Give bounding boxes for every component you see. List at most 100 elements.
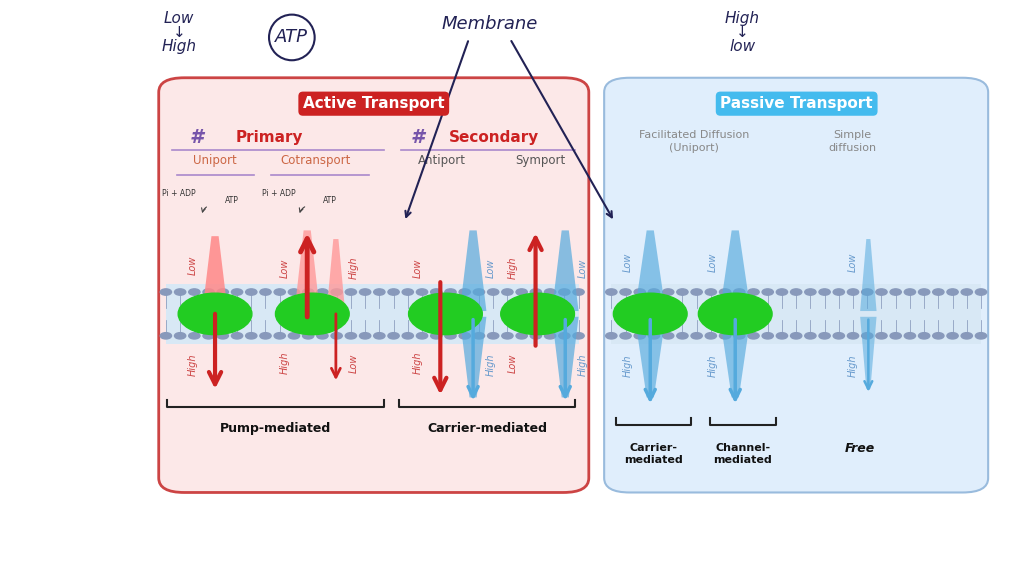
Text: Primary: Primary <box>236 130 303 145</box>
Circle shape <box>890 289 901 295</box>
Circle shape <box>663 333 674 339</box>
Text: Carrier-mediated: Carrier-mediated <box>427 422 548 435</box>
Text: Symport: Symport <box>515 154 566 167</box>
Bar <box>611 284 981 344</box>
Circle shape <box>805 289 816 295</box>
Circle shape <box>545 333 556 339</box>
Circle shape <box>487 333 499 339</box>
Circle shape <box>331 333 342 339</box>
Circle shape <box>834 333 845 339</box>
Text: Free: Free <box>845 442 876 454</box>
Polygon shape <box>552 230 579 311</box>
Circle shape <box>359 289 371 295</box>
Circle shape <box>302 333 313 339</box>
Circle shape <box>473 289 484 295</box>
Circle shape <box>516 333 527 339</box>
Polygon shape <box>635 230 666 311</box>
Circle shape <box>374 333 385 339</box>
Circle shape <box>733 289 744 295</box>
Circle shape <box>904 333 915 339</box>
Circle shape <box>947 289 958 295</box>
Circle shape <box>559 333 570 339</box>
Circle shape <box>374 289 385 295</box>
Polygon shape <box>203 236 227 308</box>
Polygon shape <box>460 317 486 397</box>
Circle shape <box>402 289 414 295</box>
Circle shape <box>919 289 930 295</box>
Circle shape <box>516 289 527 295</box>
Circle shape <box>791 289 802 295</box>
Circle shape <box>160 333 172 339</box>
Text: #: # <box>189 128 204 146</box>
Text: High: High <box>725 11 760 26</box>
Text: Low: Low <box>508 353 518 373</box>
Text: ATP: ATP <box>225 196 240 205</box>
Circle shape <box>720 333 731 339</box>
Text: High: High <box>578 353 588 376</box>
Text: Cotransport: Cotransport <box>281 154 350 167</box>
Text: High: High <box>623 354 633 377</box>
Text: Passive Transport: Passive Transport <box>720 96 873 111</box>
Circle shape <box>188 289 200 295</box>
Circle shape <box>698 293 772 335</box>
Polygon shape <box>327 239 345 311</box>
Circle shape <box>876 333 887 339</box>
Circle shape <box>359 333 371 339</box>
Text: Uniport: Uniport <box>194 154 237 167</box>
Circle shape <box>231 333 243 339</box>
Circle shape <box>431 289 442 295</box>
Circle shape <box>246 333 257 339</box>
Circle shape <box>947 333 958 339</box>
Polygon shape <box>295 230 319 308</box>
Circle shape <box>217 289 228 295</box>
Circle shape <box>502 333 513 339</box>
Polygon shape <box>552 317 579 397</box>
Circle shape <box>677 333 688 339</box>
Circle shape <box>975 333 986 339</box>
Circle shape <box>919 333 930 339</box>
Circle shape <box>876 289 887 295</box>
Text: High: High <box>187 353 198 376</box>
Circle shape <box>417 289 428 295</box>
Circle shape <box>904 289 915 295</box>
Circle shape <box>620 333 631 339</box>
Circle shape <box>573 289 584 295</box>
Circle shape <box>231 289 243 295</box>
Circle shape <box>834 289 845 295</box>
Circle shape <box>431 333 442 339</box>
Text: Secondary: Secondary <box>449 130 539 145</box>
Circle shape <box>677 289 688 295</box>
Circle shape <box>890 333 901 339</box>
Circle shape <box>409 293 482 335</box>
Circle shape <box>620 289 631 295</box>
Circle shape <box>605 333 616 339</box>
Text: Low: Low <box>413 258 423 278</box>
Text: High: High <box>280 351 290 374</box>
Circle shape <box>634 289 645 295</box>
Circle shape <box>402 333 414 339</box>
Circle shape <box>805 333 816 339</box>
Circle shape <box>848 333 859 339</box>
Circle shape <box>720 289 731 295</box>
Circle shape <box>861 289 872 295</box>
FancyBboxPatch shape <box>604 78 988 492</box>
Text: Simple
diffusion: Simple diffusion <box>828 130 876 153</box>
Text: High: High <box>162 39 197 54</box>
Text: Membrane: Membrane <box>441 15 538 33</box>
FancyBboxPatch shape <box>159 78 589 492</box>
Circle shape <box>573 333 584 339</box>
Text: Facilitated Diffusion
(Uniport): Facilitated Diffusion (Uniport) <box>639 130 750 153</box>
Text: Low: Low <box>187 255 198 275</box>
Circle shape <box>962 289 973 295</box>
Text: High: High <box>708 354 718 377</box>
Circle shape <box>975 289 986 295</box>
Circle shape <box>316 333 328 339</box>
Circle shape <box>473 333 484 339</box>
Circle shape <box>545 289 556 295</box>
Text: High: High <box>848 354 858 377</box>
Circle shape <box>345 333 356 339</box>
Circle shape <box>345 289 356 295</box>
Circle shape <box>776 289 787 295</box>
Text: High: High <box>508 256 518 279</box>
Polygon shape <box>635 317 666 397</box>
